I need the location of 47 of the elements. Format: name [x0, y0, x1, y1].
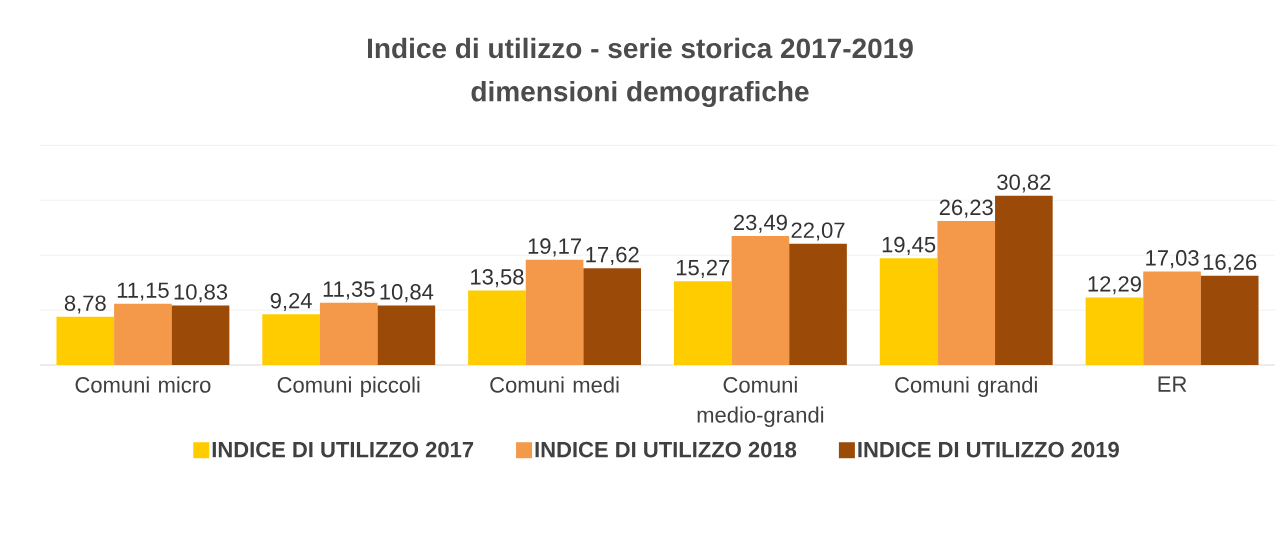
x-tick-label: Comuni medio-grandi: [697, 376, 824, 428]
data-label: 9,24: [270, 292, 312, 312]
chart-title: Indice di utilizzo - serie storica 2017-2019: [367, 37, 913, 59]
data-label: 11,15: [117, 282, 169, 301]
data-label: 11,35: [323, 281, 375, 300]
bar: [583, 268, 642, 365]
bar: [937, 220, 996, 365]
legend-label: INDICE DI UTILIZZO 2018: [535, 441, 797, 458]
bar: [995, 195, 1053, 365]
bar: [319, 302, 378, 365]
data-label: 23,49: [733, 214, 787, 233]
data-label: 30,82: [997, 174, 1051, 193]
data-label: 12,29: [1088, 276, 1141, 295]
bar: [731, 236, 790, 365]
data-label: 19,45: [882, 236, 936, 255]
bar: [1143, 271, 1201, 365]
bar: [171, 305, 230, 365]
bar: [377, 305, 436, 365]
data-label: 17,62: [586, 246, 639, 266]
data-label: 10,83: [174, 284, 228, 303]
x-tick-label: Comuni piccoli: [277, 376, 420, 398]
data-label: 10,84: [380, 284, 434, 303]
bar: [673, 281, 732, 365]
bar: [56, 316, 115, 365]
data-label: 8,78: [64, 295, 106, 314]
bar: [1085, 297, 1144, 365]
bar: [468, 290, 526, 365]
data-label: 15,27: [676, 259, 730, 278]
legend-label: INDICE DI UTILIZZO 2019: [858, 441, 1119, 458]
x-tick-label: ER: [1158, 376, 1187, 392]
data-label: 22,07: [791, 222, 845, 241]
bar: [262, 314, 320, 365]
bar: [525, 259, 584, 365]
data-label: 13,58: [471, 269, 524, 288]
data-label: 17,03: [1146, 250, 1199, 269]
bar: [1200, 275, 1259, 365]
legend-label: INDICE DI UTILIZZO 2017: [212, 441, 474, 458]
bar: [789, 243, 847, 365]
data-label: 26,23: [939, 199, 993, 218]
chart-subtitle: dimensioni demografiche: [471, 80, 809, 108]
data-label: 16,26: [1203, 254, 1257, 273]
x-tick-label: Comuni medi: [490, 376, 619, 393]
data-label: 19,17: [528, 238, 581, 257]
x-tick-label: Comuni grandi: [895, 376, 1037, 398]
x-tick-label: Comuni micro: [75, 376, 211, 393]
bar: [114, 303, 172, 365]
bar: [879, 258, 938, 365]
